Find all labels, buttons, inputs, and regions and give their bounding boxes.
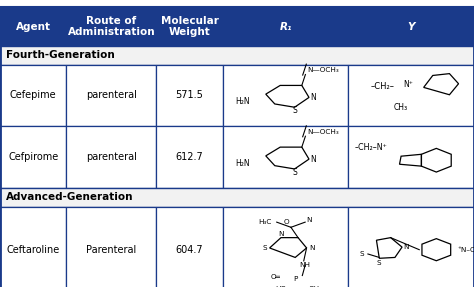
Bar (0, 7, 474, 46)
Bar (348, 65, 474, 126)
Bar (66, 65, 156, 126)
Text: N—OCH₃: N—OCH₃ (307, 129, 339, 135)
Text: Agent: Agent (16, 22, 51, 32)
Text: S: S (377, 260, 382, 265)
Text: R₁: R₁ (279, 22, 292, 32)
Text: Parenteral: Parenteral (86, 245, 137, 255)
Text: OH: OH (308, 286, 319, 287)
Text: S: S (360, 251, 365, 257)
Text: Ceftaroline: Ceftaroline (7, 245, 60, 255)
Text: NH: NH (300, 262, 310, 268)
Text: Cefpirome: Cefpirome (8, 152, 58, 162)
Text: HO: HO (275, 286, 287, 287)
Text: N—OCH₃: N—OCH₃ (307, 67, 339, 73)
Bar (66, 207, 156, 287)
Bar (0, 65, 66, 126)
Text: P: P (293, 276, 297, 282)
Text: Cefepime: Cefepime (10, 90, 56, 100)
Text: S: S (262, 245, 267, 251)
Text: Advanced-Generation: Advanced-Generation (6, 192, 133, 202)
Text: S: S (292, 168, 297, 177)
Bar (0, 188, 474, 207)
Text: N: N (310, 155, 316, 164)
Text: N: N (307, 218, 312, 223)
Bar (223, 126, 348, 188)
Text: Fourth-Generation: Fourth-Generation (6, 50, 114, 60)
Text: 604.7: 604.7 (176, 245, 203, 255)
Text: 571.5: 571.5 (176, 90, 203, 100)
Bar (66, 126, 156, 188)
Text: H₂N: H₂N (236, 97, 250, 106)
Text: N: N (278, 231, 284, 237)
Text: N: N (310, 245, 315, 251)
Text: S: S (292, 106, 297, 115)
Text: –CH₂–N⁺: –CH₂–N⁺ (355, 144, 388, 152)
Bar (0, 126, 66, 188)
Bar (156, 207, 223, 287)
Bar (156, 65, 223, 126)
Bar (156, 126, 223, 188)
Text: N⁺: N⁺ (404, 80, 414, 90)
Bar (0, 7, 474, 46)
Text: O: O (284, 219, 290, 225)
Text: –CH₂–: –CH₂– (371, 82, 395, 91)
Bar (348, 207, 474, 287)
Bar (348, 126, 474, 188)
Text: parenteral: parenteral (86, 90, 137, 100)
Text: H₂N: H₂N (236, 159, 250, 168)
Text: ⁺N–CH₃: ⁺N–CH₃ (458, 247, 474, 253)
Bar (0, 46, 474, 65)
Text: 612.7: 612.7 (176, 152, 203, 162)
Text: N: N (310, 93, 316, 102)
Text: CH₃: CH₃ (394, 103, 408, 112)
Text: N: N (403, 244, 409, 250)
Bar (223, 65, 348, 126)
Text: Route of
Administration: Route of Administration (68, 16, 155, 37)
Text: Y: Y (408, 22, 415, 32)
Text: Molecular
Weight: Molecular Weight (161, 16, 219, 37)
Text: parenteral: parenteral (86, 152, 137, 162)
Bar (223, 207, 348, 287)
Text: O═: O═ (270, 274, 280, 280)
Bar (0, 207, 66, 287)
Text: H₃C: H₃C (259, 219, 272, 225)
